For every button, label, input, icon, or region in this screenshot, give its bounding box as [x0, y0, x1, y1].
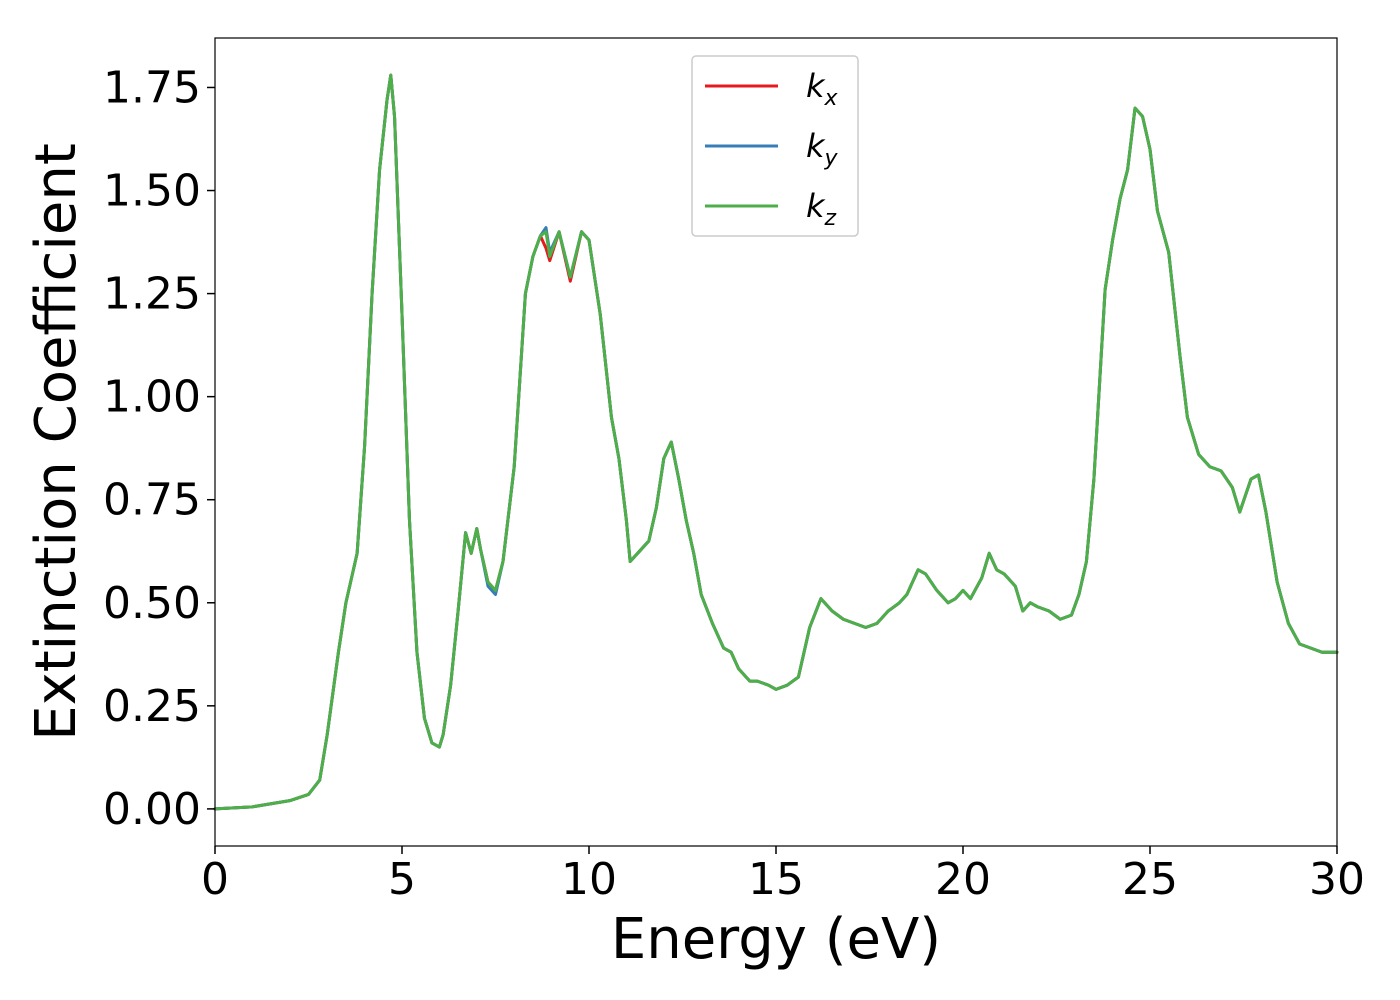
x-tick-label: 10: [561, 854, 617, 905]
y-tick-label: 0.75: [103, 475, 201, 526]
y-tick-label: 0.00: [103, 784, 201, 835]
x-axis-label: Energy (eV): [611, 907, 941, 972]
y-axis: 0.00 0.25 0.50 0.75 1.00 1.25 1.50 1.75: [103, 62, 215, 835]
y-tick-label: 1.00: [103, 372, 201, 423]
y-tick-label: 1.75: [103, 62, 201, 113]
y-tick-label: 1.25: [103, 269, 201, 320]
x-tick-label: 0: [201, 854, 229, 905]
y-tick-label: 0.25: [103, 681, 201, 732]
x-tick-label: 5: [388, 854, 416, 905]
x-tick-label: 30: [1309, 854, 1365, 905]
x-tick-label: 15: [748, 854, 804, 905]
y-tick-label: 0.50: [103, 578, 201, 629]
y-axis-label: Extinction Coefficient: [24, 143, 89, 741]
x-tick-label: 20: [935, 854, 991, 905]
legend-label-ky: ky: [806, 127, 839, 171]
x-tick-label: 25: [1122, 854, 1178, 905]
series-line-kz: [213, 73, 1339, 811]
x-axis: 0 5 10 15 20 25 30: [201, 846, 1365, 905]
y-tick-label: 1.50: [103, 166, 201, 217]
series-layer: [213, 73, 1339, 811]
